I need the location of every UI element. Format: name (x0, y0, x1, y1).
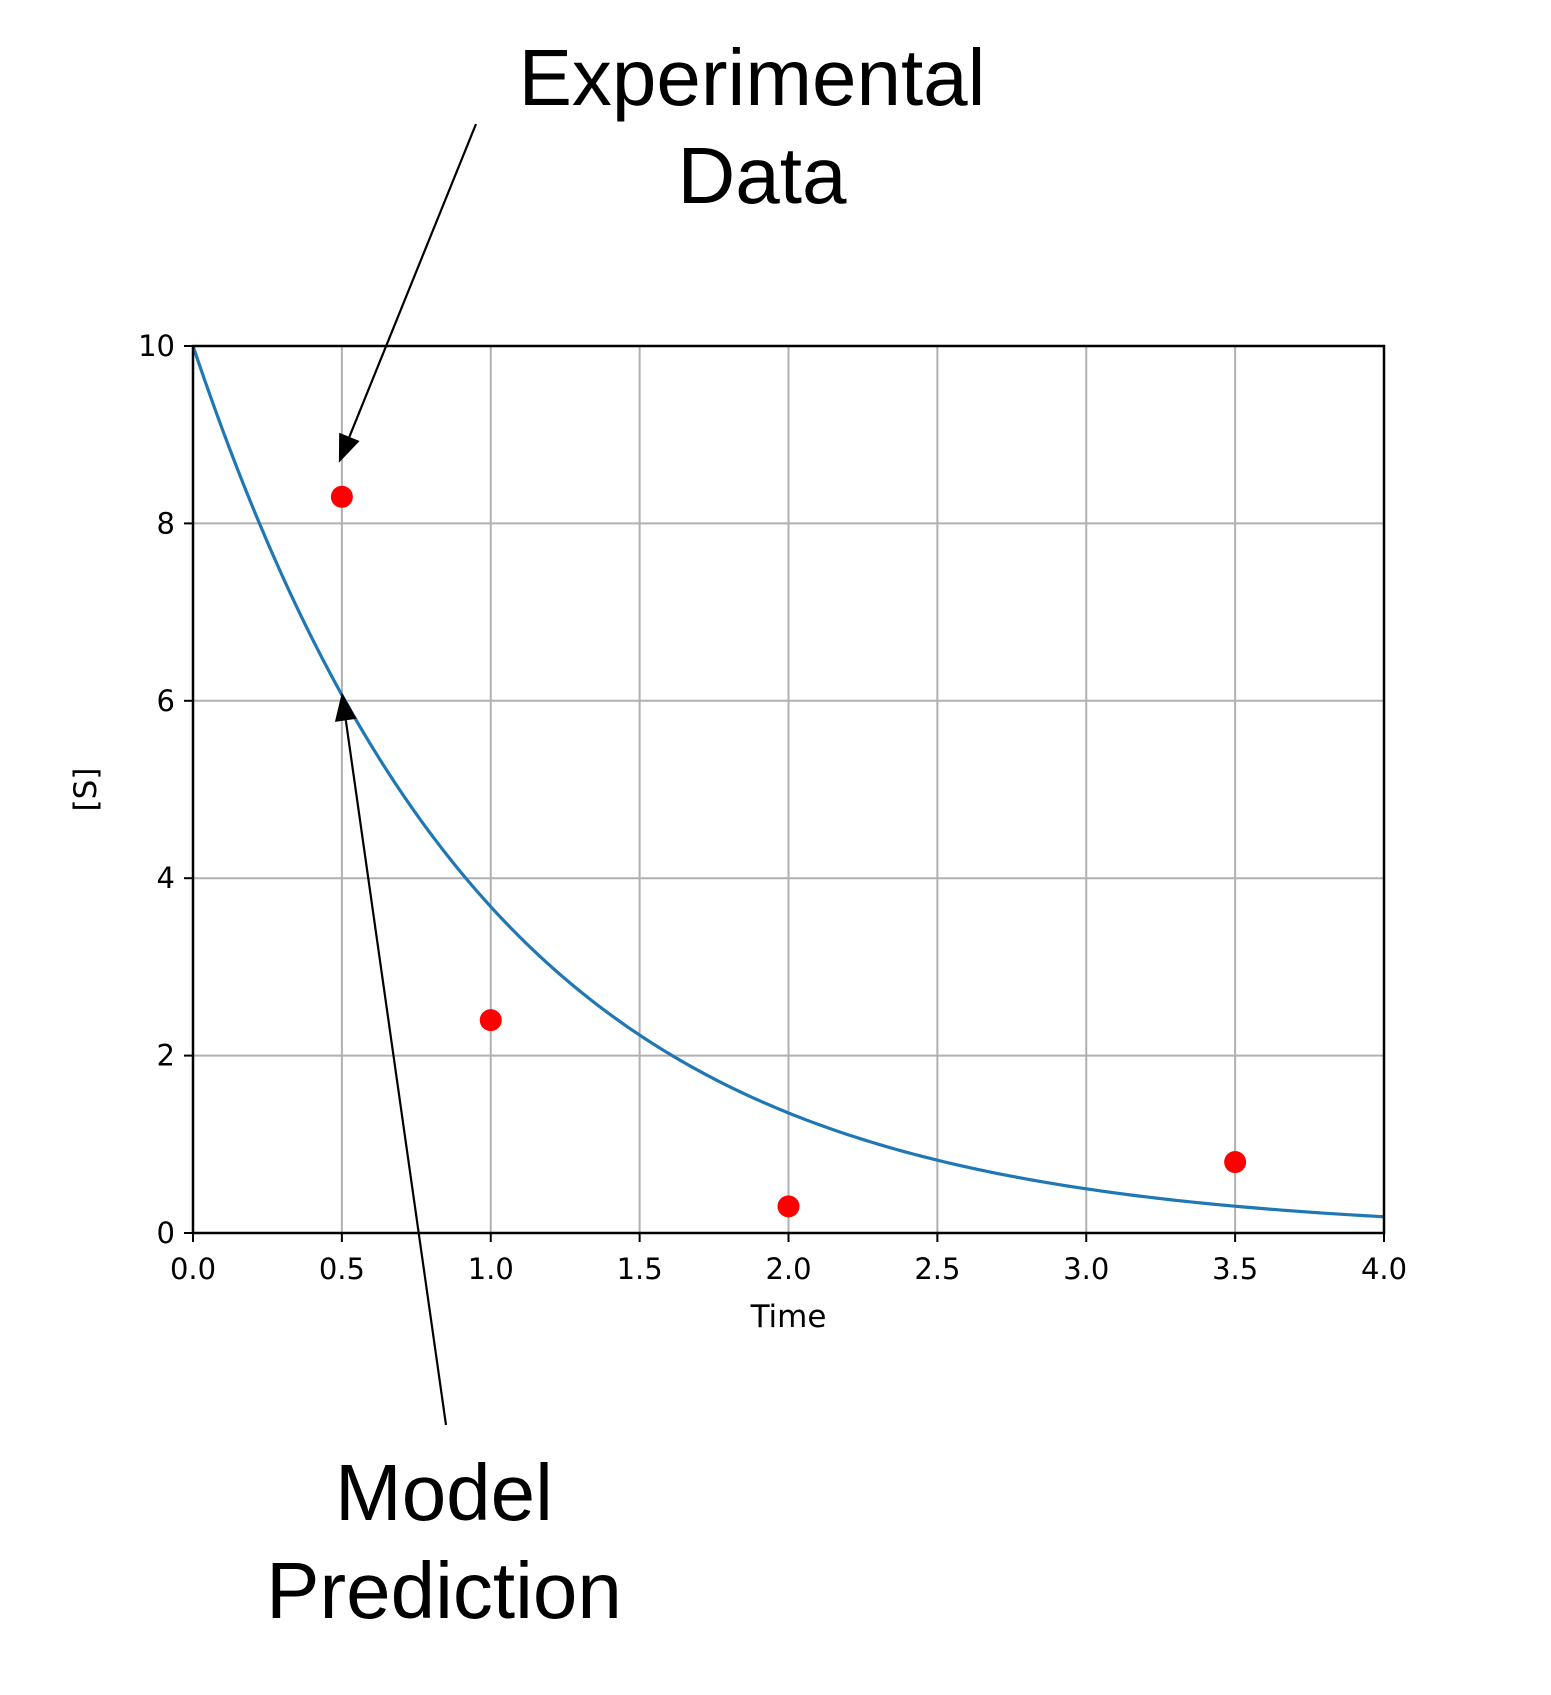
model-prediction-arrow-shaft (344, 720, 448, 1426)
x-axis-label: Time (750, 1299, 827, 1335)
experimental-data-point (777, 1195, 800, 1218)
model-prediction-arrow (334, 692, 448, 1426)
y-tick-label: 8 (157, 506, 175, 540)
y-tick-label: 4 (157, 861, 175, 895)
annotation-model-prediction-line-2: Prediction (266, 1546, 622, 1635)
axis-ticks: 0.0 0.5 1.0 1.5 2.0 2.5 3.0 3.5 4.0 0 2 4 6 8 10 (138, 329, 1407, 1286)
experimental-data-point (1224, 1151, 1247, 1174)
x-tick-label: 1.0 (468, 1252, 514, 1286)
y-tick-label: 0 (157, 1216, 175, 1250)
plot-area (191, 345, 1385, 1219)
experimental-data-point (330, 485, 353, 508)
annotation-arrows (334, 123, 478, 1426)
y-tick-label: 10 (138, 329, 175, 363)
annotation-experimental-data-line-1: Experimental (519, 33, 986, 122)
plot-frame (191, 344, 1386, 1235)
x-tick-label: 1.5 (617, 1252, 663, 1286)
x-tick-label: 4.0 (1361, 1252, 1407, 1286)
experimental-data-arrow (338, 123, 478, 463)
annotation-model-prediction-line-1: Model (335, 1448, 553, 1537)
x-tick-label: 0.5 (319, 1252, 365, 1286)
experimental-data-arrow-shaft (348, 123, 478, 438)
annotations: Experimental Data Model Prediction (266, 33, 985, 1635)
x-tick-label: 3.5 (1212, 1252, 1258, 1286)
y-tick-label: 2 (157, 1039, 175, 1073)
x-tick-label: 2.5 (914, 1252, 960, 1286)
x-tick-label: 3.0 (1063, 1252, 1109, 1286)
x-tick-label: 0.0 (170, 1252, 216, 1286)
annotation-experimental-data-line-2: Data (678, 131, 847, 220)
grid (193, 346, 1384, 1233)
model-prediction-line (191, 345, 1385, 1219)
x-tick-label: 2.0 (765, 1252, 811, 1286)
y-tick-label: 6 (157, 684, 175, 718)
experimental-data-arrow-head (338, 432, 360, 463)
y-axis-label: [S] (68, 768, 104, 812)
model-prediction-arrow-head (334, 692, 357, 722)
experimental-data-point (479, 1009, 502, 1032)
